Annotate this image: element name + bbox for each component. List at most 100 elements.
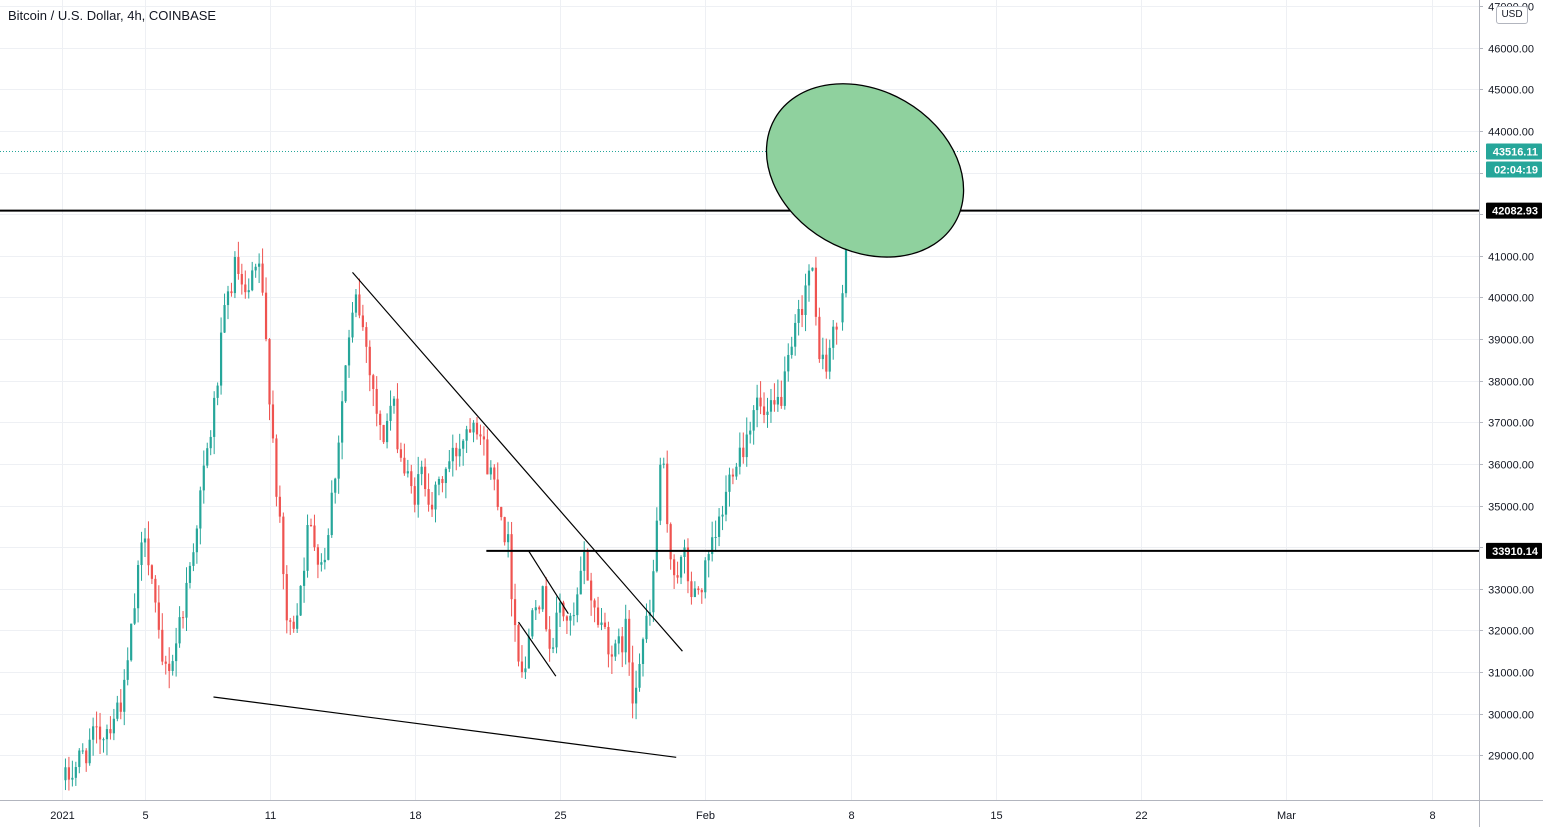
candle <box>700 588 703 604</box>
candle <box>81 743 84 755</box>
candle-body <box>479 434 482 437</box>
candle-body <box>275 438 278 497</box>
candle <box>417 456 420 518</box>
y-tick-label: 37000.00 <box>1488 418 1534 430</box>
candle <box>482 426 486 456</box>
candle-body <box>296 615 299 629</box>
candle <box>683 539 686 574</box>
candle-body <box>825 354 828 372</box>
candle <box>714 520 717 552</box>
candle <box>385 413 389 449</box>
candle <box>500 506 503 521</box>
candle <box>327 528 330 561</box>
candle-body <box>600 622 603 625</box>
candle <box>323 547 326 570</box>
candle-body <box>85 750 88 764</box>
candle-body <box>392 398 396 406</box>
candle <box>721 505 724 531</box>
candle-body <box>662 463 665 465</box>
countdown-label: 02:04:19 <box>1486 161 1542 178</box>
candle-body <box>168 663 171 672</box>
candle <box>424 458 427 497</box>
candle-body <box>289 620 292 622</box>
candle-body <box>88 739 91 764</box>
candle-body <box>164 661 167 664</box>
candle <box>195 525 198 564</box>
candle <box>520 645 524 678</box>
candle <box>396 383 399 454</box>
candle <box>278 485 281 523</box>
candle <box>240 263 243 295</box>
candle-body <box>451 447 454 462</box>
channel-line-a <box>528 550 569 615</box>
candle <box>562 600 565 622</box>
candle-body <box>614 643 617 657</box>
candle-body <box>794 322 797 347</box>
candle <box>832 319 835 360</box>
candle-body <box>804 285 807 316</box>
candle-body <box>133 608 136 624</box>
candle-body <box>320 562 323 565</box>
currency-button[interactable]: USD <box>1496 6 1528 24</box>
candle-body <box>783 371 786 406</box>
candle-body <box>192 552 195 566</box>
candle-body <box>337 442 340 479</box>
candle-body <box>112 718 115 734</box>
candle-body <box>669 524 672 560</box>
candle <box>244 270 247 299</box>
candle-body <box>323 559 326 563</box>
y-tick-label: 46000.00 <box>1488 44 1534 56</box>
candle-body <box>213 397 216 437</box>
candle <box>841 284 844 331</box>
candle-body <box>569 615 572 621</box>
candle-body <box>593 600 596 608</box>
candle <box>558 593 562 628</box>
candle <box>769 388 773 423</box>
candle-body <box>752 410 755 431</box>
candle-body <box>565 616 569 621</box>
price-axis[interactable]: 47000.0046000.0045000.0044000.0043000.00… <box>1479 2 1534 763</box>
candle <box>749 421 752 444</box>
candle-body <box>773 400 776 405</box>
candle-body <box>818 316 821 360</box>
candle-body <box>313 525 316 548</box>
candle <box>583 541 586 585</box>
candle <box>759 381 762 415</box>
candle <box>313 514 316 551</box>
candle <box>258 253 261 284</box>
candle-body <box>617 636 620 644</box>
candle-body <box>354 294 358 313</box>
candle <box>800 295 804 328</box>
candle <box>341 390 344 460</box>
candle-body <box>237 257 240 274</box>
candle <box>392 396 396 414</box>
candle <box>92 717 95 756</box>
candle <box>410 464 413 494</box>
candle-body <box>123 679 126 712</box>
candle-body <box>347 337 351 366</box>
candle-body <box>814 267 818 317</box>
candle <box>448 450 451 473</box>
candle <box>569 612 572 636</box>
candle <box>375 376 378 427</box>
candle-body <box>762 406 766 415</box>
candle <box>510 521 513 617</box>
candle-body <box>223 305 226 333</box>
candle-body <box>244 284 247 293</box>
candle <box>219 317 223 395</box>
candle-body <box>717 516 721 537</box>
candle <box>631 645 634 719</box>
candle-body <box>271 404 275 439</box>
candle-body <box>541 586 544 610</box>
time-axis[interactable]: 2021 5 11 18 25 Feb 8 15 22 Mar 8 <box>50 810 1435 822</box>
candle-body <box>285 574 288 621</box>
candle <box>679 555 683 585</box>
candle-body <box>700 590 703 593</box>
candle <box>441 476 444 493</box>
y-tick-label: 45000.00 <box>1488 85 1534 97</box>
candle <box>766 397 769 428</box>
candle <box>133 593 136 626</box>
candle-body <box>71 777 74 780</box>
candle-body <box>607 626 610 655</box>
